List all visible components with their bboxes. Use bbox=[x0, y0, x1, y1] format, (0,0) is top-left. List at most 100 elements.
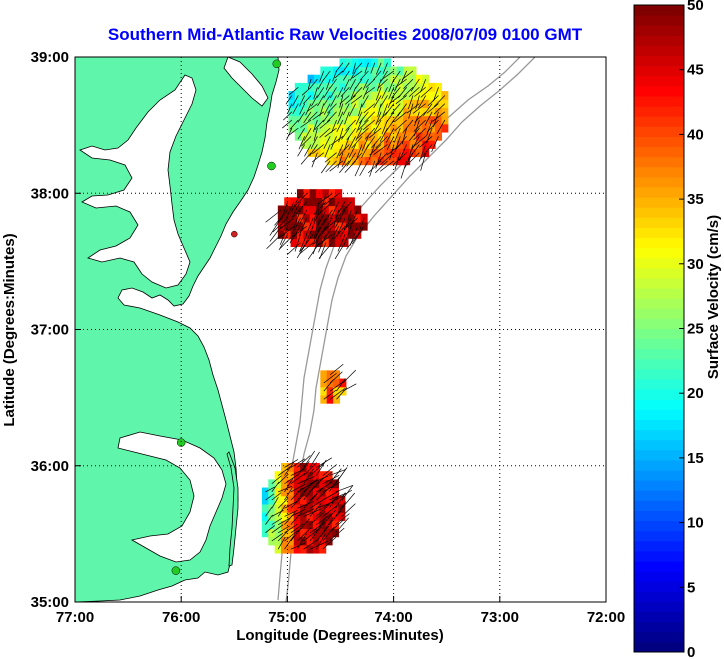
velocity-cell bbox=[364, 156, 372, 166]
velocity-arrow bbox=[291, 201, 301, 219]
velocity-arrow bbox=[274, 209, 288, 226]
velocity-cell bbox=[333, 140, 341, 149]
velocity-arrow bbox=[265, 506, 273, 517]
velocity-cell bbox=[339, 74, 347, 84]
velocity-cell bbox=[309, 238, 317, 247]
velocity-cell bbox=[441, 123, 449, 133]
velocity-arrow bbox=[313, 201, 327, 215]
velocity-arrow bbox=[414, 87, 426, 97]
velocity-arrow bbox=[312, 119, 318, 132]
velocity-arrow bbox=[370, 62, 376, 74]
velocity-cell bbox=[322, 238, 330, 247]
velocity-cell bbox=[312, 471, 320, 480]
velocity-arrow bbox=[328, 477, 340, 493]
colorbar-segment bbox=[634, 197, 684, 208]
velocity-arrow bbox=[271, 492, 282, 501]
velocity-cell bbox=[371, 148, 379, 158]
colorbar-segment bbox=[634, 136, 684, 148]
colorbar-segment bbox=[634, 257, 684, 269]
y-tick-label: 36:00 bbox=[31, 458, 69, 475]
colorbar-segment bbox=[634, 15, 684, 26]
velocity-arrow bbox=[303, 95, 312, 104]
velocity-arrow bbox=[319, 127, 331, 138]
velocity-arrow bbox=[395, 95, 407, 105]
velocity-arrow bbox=[420, 144, 433, 159]
velocity-arrow bbox=[379, 160, 395, 172]
velocity-arrow bbox=[299, 242, 314, 255]
colorbar-segment bbox=[634, 449, 684, 461]
velocity-cell bbox=[415, 82, 423, 92]
velocity-arrow bbox=[349, 78, 356, 91]
velocity-arrow bbox=[303, 127, 312, 141]
velocity-arrow bbox=[316, 201, 333, 216]
velocity-arrow bbox=[330, 201, 339, 219]
colorbar-segment bbox=[634, 520, 684, 532]
velocity-cell bbox=[290, 197, 298, 207]
velocity-arrow bbox=[362, 78, 369, 91]
velocity-arrow bbox=[412, 136, 426, 148]
velocity-cell bbox=[328, 238, 336, 247]
velocity-arrow bbox=[338, 201, 352, 217]
velocity-arrow bbox=[344, 95, 356, 105]
velocity-arrow bbox=[340, 87, 350, 97]
velocity-arrow bbox=[361, 144, 369, 159]
velocity-arrow bbox=[298, 209, 308, 227]
colorbar-segment bbox=[634, 389, 684, 400]
velocity-cell bbox=[290, 205, 298, 215]
velocity-arrow bbox=[343, 217, 359, 230]
velocity-cell bbox=[306, 536, 314, 546]
velocity-arrow bbox=[315, 234, 333, 247]
velocity-arrow bbox=[332, 209, 340, 228]
velocity-arrow bbox=[358, 111, 369, 124]
velocity-arrow bbox=[375, 160, 388, 174]
velocity-arrow bbox=[388, 87, 395, 100]
colorbar-segment bbox=[634, 409, 684, 420]
velocity-cell bbox=[335, 197, 343, 207]
velocity-arrow bbox=[399, 144, 407, 161]
velocity-cell bbox=[333, 370, 341, 380]
velocity-cell bbox=[377, 156, 385, 166]
velocity-cell bbox=[428, 82, 436, 92]
colorbar-segment bbox=[634, 217, 684, 228]
colorbar-segment bbox=[634, 571, 684, 582]
velocity-cell bbox=[281, 544, 288, 554]
velocity-arrow bbox=[336, 378, 346, 392]
velocity-arrow bbox=[346, 152, 356, 167]
velocity-arrow bbox=[336, 144, 344, 159]
velocity-arrow bbox=[296, 533, 307, 550]
velocity-arrow bbox=[322, 516, 334, 534]
velocity-arrow bbox=[382, 70, 395, 79]
velocity-arrow bbox=[324, 152, 337, 163]
colorbar-segment bbox=[634, 126, 684, 137]
velocity-cell bbox=[290, 238, 298, 247]
x-tick-label: 77:00 bbox=[56, 609, 94, 626]
velocity-cell bbox=[345, 156, 353, 166]
velocity-arrow bbox=[287, 103, 293, 114]
velocity-arrow bbox=[335, 489, 353, 501]
colorbar-tick-label: 30 bbox=[687, 256, 704, 273]
velocity-cell bbox=[306, 512, 314, 521]
velocity-arrow bbox=[284, 477, 294, 493]
velocity-arrow bbox=[348, 103, 356, 117]
velocity-arrow bbox=[364, 111, 376, 123]
velocity-cell bbox=[261, 495, 269, 505]
velocity-cell bbox=[306, 479, 314, 489]
velocity-arrow bbox=[324, 144, 331, 158]
velocity-arrow bbox=[312, 111, 325, 121]
velocity-arrow bbox=[379, 127, 388, 142]
velocity-arrow bbox=[290, 458, 306, 468]
velocity-arrow bbox=[408, 87, 420, 98]
velocity-arrow bbox=[328, 468, 342, 484]
velocity-arrow bbox=[292, 225, 308, 237]
velocity-arrow bbox=[358, 103, 363, 117]
colorbar-segment bbox=[634, 176, 684, 188]
colorbar-tick-label: 35 bbox=[687, 191, 704, 208]
velocity-arrow bbox=[281, 201, 289, 219]
velocity-arrow bbox=[407, 144, 414, 161]
velocity-cell bbox=[306, 471, 314, 480]
x-tick-label: 72:00 bbox=[587, 609, 625, 626]
velocity-arrow bbox=[380, 152, 395, 165]
velocity-arrow bbox=[334, 70, 344, 79]
velocity-arrow bbox=[317, 78, 325, 90]
velocity-arrow bbox=[322, 504, 339, 517]
